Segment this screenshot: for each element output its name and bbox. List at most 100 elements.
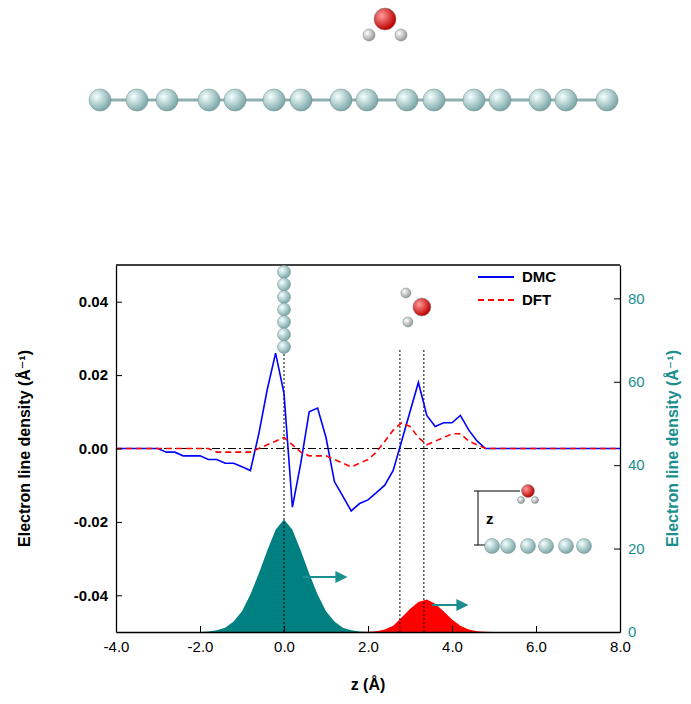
atom [559,539,574,554]
y2-axis: 0 20 40 60 80 [614,266,645,641]
tick-label: 0 [628,623,636,640]
reference-line [423,350,424,632]
tick: -0.04 [74,587,122,604]
x-axis-title: z (Å) [351,675,386,693]
tick-label: 0.0 [274,638,295,655]
atom [413,298,431,316]
atom [501,539,516,554]
tick-label: 4.0 [442,638,463,655]
atom [423,89,445,111]
atom [374,8,396,30]
atom [485,539,500,554]
atom [577,539,592,554]
tick: 80 [614,290,645,307]
tick-mark [614,298,620,299]
atom [521,539,536,554]
tick: 20 [614,540,645,557]
atom [522,485,535,498]
atom [596,89,618,111]
atom [401,288,411,298]
tick-label: 0.04 [79,293,109,310]
legend-label: DFT [522,291,551,308]
tick-label: 60 [628,373,645,390]
tick-label: 6.0 [526,638,547,655]
tick: 0.02 [79,366,122,383]
tick: 40 [614,456,645,473]
tick-mark [614,465,620,466]
plot-area [116,350,620,632]
tick: 0.0 [274,626,295,655]
tick: 60 [614,373,645,390]
atom [518,497,525,504]
y-axis: -0.04 -0.02 0.00 0.02 0.04 [74,266,122,633]
tick-label: -0.04 [74,587,109,604]
atom [463,89,485,111]
atom [224,89,246,111]
tick-mark [536,626,537,632]
atom [278,303,291,316]
atom [403,317,413,327]
inset-bracket [474,545,486,546]
tick-label: -0.02 [74,513,108,530]
tick-label: 0.02 [79,366,108,383]
tick-mark [200,626,201,632]
tick: 0.00 [79,440,122,457]
atom [529,89,551,111]
atom [278,341,291,354]
tick-label: 40 [628,456,645,473]
tick-mark [116,375,122,376]
atom [278,291,291,304]
atom [330,89,352,111]
tick-mark [116,449,122,450]
legend: DMC DFT [478,268,556,308]
atom [532,497,539,504]
inset-bracket [474,491,520,492]
illustration [89,8,618,111]
tick-mark [614,382,620,383]
reference-line [399,350,400,632]
tick: -2.0 [188,626,214,655]
inset: z [474,485,592,554]
density-area [116,519,620,632]
inset-bracket [478,491,479,545]
inset-label: z [486,510,494,527]
atom [278,328,291,341]
atom [290,89,312,111]
axis-arrow [303,576,345,578]
atom [363,29,375,41]
tick-label: -4.0 [104,638,130,655]
tick-mark [614,632,620,633]
atom [263,89,285,111]
atom [356,89,378,111]
illustration [278,266,467,606]
tick: 0 [614,623,636,640]
tick-mark [452,626,453,632]
legend-swatch [478,299,514,301]
tick-mark [368,626,369,632]
frame [116,264,620,265]
legend-label: DMC [522,268,556,285]
axis-arrow [432,604,466,606]
tick: 0.04 [79,293,122,310]
atom [126,89,148,111]
series-line [116,353,620,511]
tick-label: 0.00 [79,440,108,457]
atom [278,278,291,291]
atom [278,316,291,329]
tick-mark [116,302,122,303]
atom [555,89,577,111]
chart: -4.0-2.00.02.04.06.08.0-0.04-0.020.000.0… [0,0,691,704]
atom [539,539,554,554]
atom [489,89,511,111]
x-axis: -4.0-2.00.02.04.06.08.0 [104,626,631,655]
tick: -0.02 [74,513,122,530]
tick-label: -2.0 [188,638,214,655]
y-axis-title: Electron line density (Å⁻¹) [15,350,33,547]
atom [278,266,291,279]
tick: 6.0 [526,626,547,655]
atom [198,89,220,111]
tick: 4.0 [442,626,463,655]
axis-line [117,632,621,633]
atom [396,89,418,111]
series-line [116,423,620,467]
